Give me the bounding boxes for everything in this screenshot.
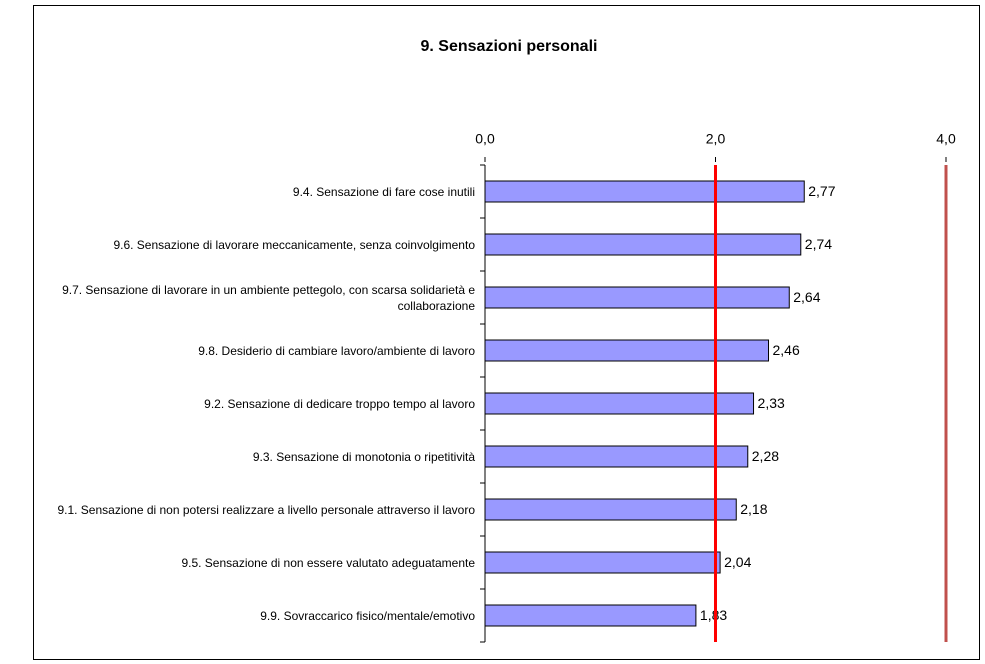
x-tick-label: 4,0 [936,131,956,147]
category-label: 9.1. Sensazione di non potersi realizzar… [57,502,475,517]
category-label: 9.6. Sensazione di lavorare meccanicamen… [113,237,475,252]
bar [484,286,790,309]
category-label: 9.2. Sensazione di dedicare troppo tempo… [204,396,475,411]
value-label: 2,33 [758,395,785,411]
chart-border [33,5,980,660]
value-label: 2,46 [773,342,800,358]
category-label: 9.4. Sensazione di fare cose inutili [292,184,475,199]
chart-title: 9. Sensazioni personali [421,38,598,55]
bar [484,498,737,521]
category-label: 9.5. Sensazione di non essere valutato a… [181,555,475,570]
bar [484,339,770,362]
category-label: 9.7. Sensazione di lavorare in un ambien… [62,282,475,313]
value-label: 2,77 [808,183,835,199]
bar [484,551,721,574]
value-label: 2,74 [805,236,832,252]
bar [484,392,755,415]
category-label: 9.8. Desiderio di cambiare lavoro/ambien… [198,343,475,358]
value-label: 2,04 [724,554,751,570]
value-label: 2,28 [752,448,779,464]
bar [484,445,749,468]
value-label: 2,18 [740,501,767,517]
bar [484,233,802,256]
bar [484,180,805,203]
bar [484,604,697,627]
value-label: 1,83 [700,607,727,623]
x-tick-label: 0,0 [475,131,495,147]
value-label: 2,64 [793,289,820,305]
category-label: 9.9. Sovraccarico fisico/mentale/emotivo [260,608,475,623]
x-tick-label: 2,0 [706,131,726,147]
category-label: 9.3. Sensazione di monotonia o ripetitiv… [252,449,475,464]
